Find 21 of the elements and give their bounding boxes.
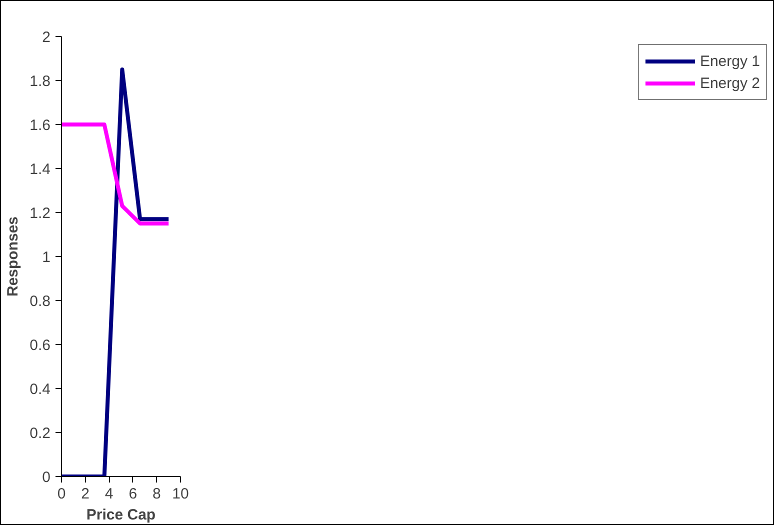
- x-tick-label: 0: [57, 486, 66, 502]
- x-axis-title: Price Cap: [86, 506, 156, 524]
- y-tick-label: 1.8: [30, 73, 51, 90]
- y-tick-label: 0.4: [30, 381, 51, 398]
- legend-label: Energy 2: [700, 74, 760, 92]
- y-tick-label: 0: [42, 469, 50, 486]
- y-axis-title: Responses: [4, 216, 22, 297]
- y-tick-label: 1.6: [30, 117, 51, 134]
- x-tick-label: 10: [172, 486, 189, 502]
- y-tick-label: 0.6: [30, 337, 51, 354]
- x-tick-label: 8: [152, 486, 161, 502]
- y-tick-label: 1.4: [30, 161, 51, 178]
- y-tick-label: 0.2: [30, 425, 51, 442]
- y-tick-label: 0.8: [30, 293, 51, 310]
- y-tick-label: 1.2: [30, 205, 51, 222]
- y-tick-label: 1: [42, 249, 50, 266]
- y-tick-label: 2: [42, 29, 50, 46]
- x-tick-label: 6: [128, 486, 138, 502]
- x-tick-label: 4: [104, 486, 114, 502]
- x-tick-label: 2: [81, 486, 90, 502]
- legend-label: Energy 1: [700, 52, 760, 70]
